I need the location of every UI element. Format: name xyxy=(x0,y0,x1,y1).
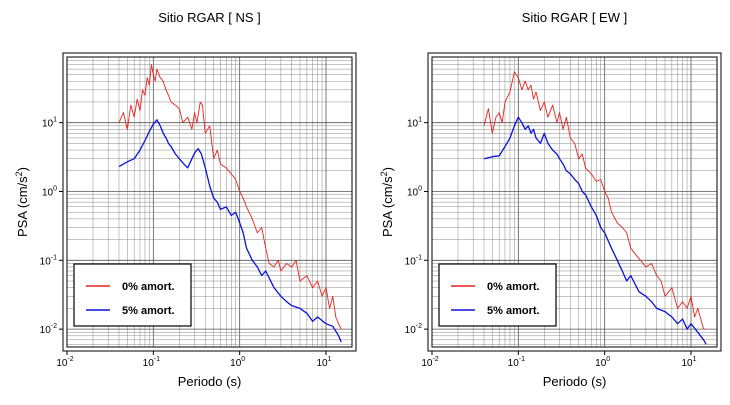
y-tick-base: 10 xyxy=(407,187,419,198)
y-axis-label-end: ) xyxy=(15,167,30,171)
x-tick-label: 101 xyxy=(316,356,331,369)
y-tick-label: 10-2 xyxy=(40,323,57,336)
x-tick-exp: -2 xyxy=(67,356,73,363)
plot-frame-gap xyxy=(63,53,356,351)
x-tick-exp: 1 xyxy=(693,356,697,363)
x-tick-base: 10 xyxy=(681,358,693,369)
x-tick-label: 101 xyxy=(681,356,696,369)
plot-frame-outer xyxy=(62,52,357,352)
x-tick-base: 10 xyxy=(143,358,155,369)
x-tick-label: 100 xyxy=(230,356,245,369)
legend-box xyxy=(73,263,192,327)
chart-title: Sitio RGAR [ EW ] xyxy=(522,10,627,25)
series-line-0pct xyxy=(483,71,707,330)
y-tick-exp: -2 xyxy=(416,323,422,330)
series-line-5pct xyxy=(483,116,707,345)
x-tick-base: 10 xyxy=(508,358,520,369)
y-tick-label: 10-2 xyxy=(405,323,422,336)
y-axis-label-main: PSA (cm/s xyxy=(380,176,395,237)
y-tick-exp: -2 xyxy=(51,323,57,330)
x-tick-base: 10 xyxy=(595,358,607,369)
x-tick-exp: -1 xyxy=(519,356,525,363)
y-tick-label: 101 xyxy=(42,117,57,130)
y-tick-exp: 0 xyxy=(53,185,57,192)
y-tick-base: 10 xyxy=(42,187,54,198)
x-tick-exp: -2 xyxy=(432,356,438,363)
y-tick-base: 10 xyxy=(405,256,417,267)
plot-frame-inner xyxy=(431,56,718,348)
y-tick-label: 100 xyxy=(42,185,57,198)
legend: 0% amort. 5% amort. xyxy=(438,263,557,327)
y-tick-label: 100 xyxy=(407,185,422,198)
y-axis-label: PSA (cm/s2) xyxy=(14,167,30,237)
x-tick-exp: 0 xyxy=(606,356,610,363)
y-axis-label-main: PSA (cm/s xyxy=(15,176,30,237)
series-line-5pct xyxy=(118,119,342,343)
legend-label-0pct: 0% amort. xyxy=(122,281,175,293)
x-tick-base: 10 xyxy=(56,358,68,369)
chart-panel-ew: Sitio RGAR [ EW ]10-2 10-1 100 10110-210-11… xyxy=(379,10,722,389)
y-tick-label: 10-1 xyxy=(405,254,422,267)
plot-frame-gap xyxy=(428,53,721,351)
y-tick-base: 10 xyxy=(40,325,52,336)
y-tick-label: 10-1 xyxy=(40,254,57,267)
y-axis-label: PSA (cm/s2) xyxy=(379,167,395,237)
x-tick-exp: 0 xyxy=(241,356,245,363)
x-tick-label: 10-1 xyxy=(143,356,160,369)
x-tick-base: 10 xyxy=(230,358,242,369)
y-tick-exp: 1 xyxy=(418,117,422,124)
chart-panel-ns: Sitio RGAR [ NS ]10-2 10-1 100 10110-210-11… xyxy=(14,10,357,389)
x-tick-base: 10 xyxy=(316,358,328,369)
legend-box xyxy=(438,263,557,327)
legend-label-5pct: 5% amort. xyxy=(122,305,175,317)
chart-title: Sitio RGAR [ NS ] xyxy=(158,10,261,25)
x-axis-label: Periodo (s) xyxy=(178,374,242,389)
plot-frame-inner xyxy=(66,56,353,348)
y-tick-base: 10 xyxy=(40,256,52,267)
x-tick-label: 10-2 xyxy=(56,356,73,369)
y-axis-label-sup: 2 xyxy=(14,171,24,176)
x-tick-base: 10 xyxy=(421,358,433,369)
x-axis-label: Periodo (s) xyxy=(543,374,607,389)
y-tick-base: 10 xyxy=(405,325,417,336)
y-tick-exp: -1 xyxy=(51,254,57,261)
y-axis-label-sup: 2 xyxy=(379,171,389,176)
plot-frame-outer xyxy=(427,52,722,352)
y-tick-exp: -1 xyxy=(416,254,422,261)
x-tick-exp: -1 xyxy=(154,356,160,363)
y-tick-exp: 0 xyxy=(418,185,422,192)
x-tick-label: 10-2 xyxy=(421,356,438,369)
grid xyxy=(431,56,718,347)
y-tick-base: 10 xyxy=(407,119,419,130)
y-tick-exp: 1 xyxy=(53,117,57,124)
x-tick-exp: 1 xyxy=(328,356,332,363)
x-tick-label: 100 xyxy=(595,356,610,369)
grid xyxy=(66,56,353,347)
y-tick-base: 10 xyxy=(42,119,54,130)
x-tick-label: 10-1 xyxy=(508,356,525,369)
y-axis-label-end: ) xyxy=(380,167,395,171)
legend-label-5pct: 5% amort. xyxy=(487,305,540,317)
legend: 0% amort. 5% amort. xyxy=(73,263,192,327)
series-line-0pct xyxy=(118,64,342,330)
y-tick-label: 101 xyxy=(407,117,422,130)
legend-label-0pct: 0% amort. xyxy=(487,281,540,293)
